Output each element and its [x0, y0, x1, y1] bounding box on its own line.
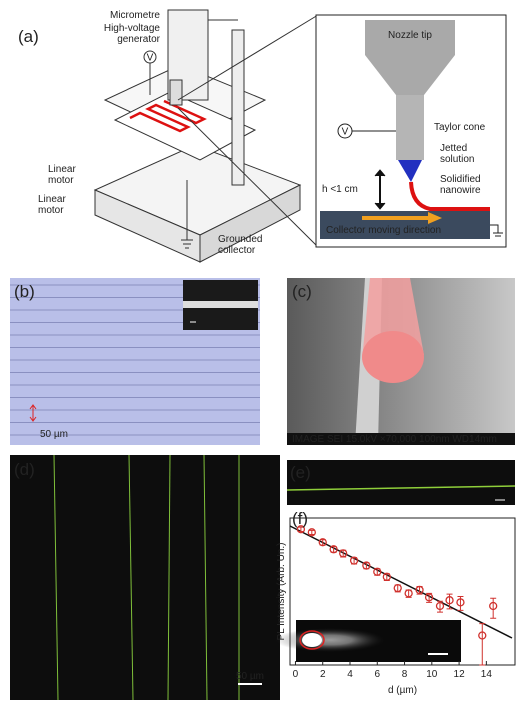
label: nanowire: [440, 185, 481, 196]
data-point: [382, 572, 391, 581]
label: Jetted: [440, 143, 467, 154]
x-tick-label: 12: [454, 669, 466, 680]
label: Linear: [38, 194, 66, 205]
label: motor: [48, 175, 74, 186]
panel-label: (c): [292, 282, 312, 301]
scale-bar-label: 50 µm: [40, 429, 68, 440]
voltage-symbol: V: [147, 53, 154, 64]
panel-label: (e): [290, 463, 311, 482]
x-tick-label: 0: [293, 669, 299, 680]
scale-bar-label: 50 µm: [236, 671, 264, 682]
x-tick-label: 14: [481, 669, 493, 680]
data-point: [478, 631, 487, 640]
data-point: [349, 556, 359, 565]
apparatus: [93, 9, 319, 263]
data-point: [393, 584, 402, 593]
data-point: [456, 598, 465, 607]
panel-d-image: [10, 454, 280, 701]
label: High-voltage: [104, 23, 161, 34]
label: Nozzle tip: [388, 30, 432, 41]
x-axis-label: d (µm): [388, 685, 417, 696]
label: Solidified: [440, 174, 481, 185]
x-tick-label: 2: [320, 669, 326, 680]
y-axis-label: PL Intensity (Arb. Un.): [276, 543, 287, 641]
nozzle-schematic: [320, 20, 503, 239]
label: motor: [38, 205, 64, 216]
data-point: [404, 589, 413, 598]
x-tick-label: 8: [402, 669, 408, 680]
x-tick-label: 4: [347, 669, 353, 680]
data-point: [296, 525, 306, 534]
panel-f-inset: [275, 620, 461, 662]
plot-frame: [289, 517, 516, 666]
error-bar: [479, 623, 486, 666]
label: solution: [440, 154, 474, 165]
label: Micrometre: [110, 10, 160, 21]
panel-e-image: [286, 460, 516, 505]
data-point: [489, 601, 498, 611]
data-point: [318, 538, 327, 547]
panel-c-image: [287, 278, 515, 445]
panel-label: (a): [18, 27, 39, 46]
data-point: [415, 585, 424, 595]
label: Collector moving direction: [326, 225, 441, 236]
data-point: [424, 593, 434, 602]
panel-label: (f): [292, 509, 308, 528]
x-tick-label: 10: [426, 669, 438, 680]
plot-f: 0 2 4 6 8 10 12 14 d (µm) PL Intensity (Arb. Un.): [276, 517, 516, 696]
voltage-symbol: V: [342, 127, 349, 138]
data-point: [362, 561, 371, 570]
sem-info: IMAGE SEI 15.0kV ×70,000 100nm WD14mm: [292, 434, 497, 445]
panel-label: (b): [14, 282, 35, 301]
error-bar: [490, 597, 497, 619]
panel-b-image: [10, 278, 260, 445]
height-label: h <1 cm: [322, 184, 358, 195]
fit-line: [289, 525, 513, 639]
label: Grounded: [218, 234, 262, 245]
data-point: [445, 596, 454, 605]
label: Taylor cone: [434, 122, 486, 133]
data-point: [435, 601, 445, 611]
error-bar: [308, 529, 315, 536]
label: collector: [218, 245, 256, 256]
data-point: [307, 528, 316, 537]
label: Linear: [48, 164, 76, 175]
data-point: [339, 549, 348, 558]
data-point: [329, 545, 338, 554]
x-tick-label: 6: [374, 669, 380, 680]
label: generator: [117, 34, 160, 45]
data-point: [373, 567, 382, 576]
panel-label: (d): [14, 460, 35, 479]
